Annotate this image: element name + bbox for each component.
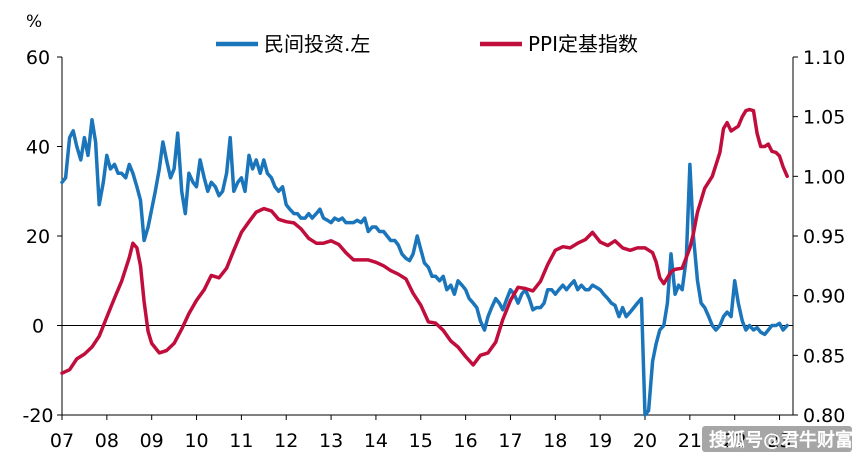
watermark-background: [702, 426, 852, 452]
x-tick-label: 20: [633, 430, 657, 452]
watermark: 搜狐号@君牛财富: [702, 426, 853, 452]
series-line-ppi: [60, 107, 789, 375]
unit-label: %: [26, 12, 42, 32]
x-tick-label: 22: [723, 430, 747, 452]
x-tick-label: 23: [767, 430, 791, 452]
x-tick-label: 07: [50, 430, 74, 452]
right-tick-label: 0.95: [803, 226, 845, 248]
series-layer: [60, 107, 789, 417]
x-tick-label: 16: [454, 430, 478, 452]
x-tick-label: 12: [274, 430, 298, 452]
x-tick-label: 14: [364, 430, 388, 452]
left-tick-label: 40: [26, 137, 50, 159]
watermark-text: 搜狐号@君牛财富: [709, 429, 853, 451]
x-tick-label: 10: [184, 430, 208, 452]
x-tick-label: 17: [498, 430, 522, 452]
right-tick-label: 0.80: [803, 405, 845, 427]
left-tick-label: 20: [26, 226, 50, 248]
x-tick-label: 15: [409, 430, 433, 452]
legend-label-ppi: PPI定基指数: [528, 32, 638, 56]
legend-label-private-investment: 民间投资.左: [264, 32, 370, 56]
plot-frame: [61, 57, 794, 416]
right-tick-label: 1.05: [803, 107, 845, 129]
right-axis-ticks: 0.80 0.85 0.90 0.95 1.00 1.05 1.10: [793, 47, 845, 427]
x-tick-label: 09: [140, 430, 164, 452]
x-tick-label: 08: [95, 430, 119, 452]
right-tick-label: 1.00: [803, 166, 845, 188]
x-tick-label: 21: [678, 430, 702, 452]
right-tick-label: 0.85: [803, 345, 845, 367]
series-line-private-investment: [60, 117, 789, 417]
legend: 民间投资.左 PPI定基指数: [216, 32, 638, 56]
x-tick-label: 19: [588, 430, 612, 452]
left-tick-label: 60: [26, 47, 50, 69]
x-axis-ticks: 07 08 09 10 11 12 13 14 15 16 17 18 19 20 21 22 23: [50, 415, 792, 452]
x-tick-label: 13: [319, 430, 343, 452]
right-tick-label: 1.10: [803, 47, 845, 69]
left-axis-ticks: -20 0 20 40 60: [22, 47, 62, 427]
left-tick-label: 0: [32, 316, 44, 338]
x-tick-label: 18: [543, 430, 567, 452]
left-tick-label: -20: [22, 405, 53, 427]
x-tick-label: 11: [229, 430, 253, 452]
right-tick-label: 0.90: [803, 286, 845, 308]
